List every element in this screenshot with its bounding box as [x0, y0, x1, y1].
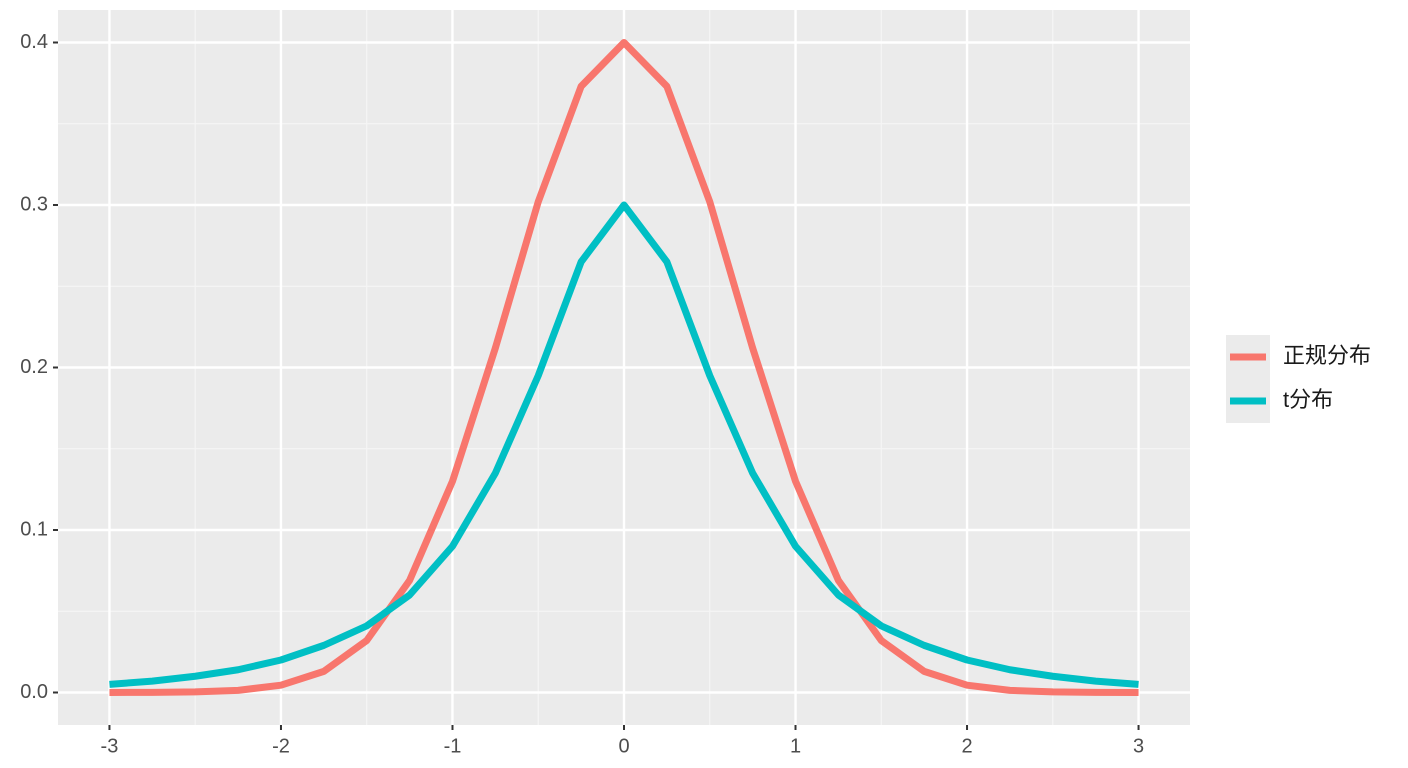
legend-background	[1226, 335, 1270, 423]
y-tick-label: 0.1	[20, 518, 48, 540]
x-tick-label: 0	[618, 735, 629, 757]
legend-label: 正规分布	[1283, 343, 1371, 368]
y-tick-label: 0.2	[20, 356, 48, 378]
series-line	[109, 201, 1139, 688]
x-tick-label: -1	[444, 735, 462, 757]
series-line	[109, 39, 1139, 696]
legend-label: t分布	[1283, 387, 1333, 412]
x-tick-label: -3	[101, 735, 119, 757]
legend: 正规分布 t分布	[1226, 335, 1371, 423]
y-tick-label: 0.0	[20, 681, 48, 703]
x-tick-label: 2	[961, 735, 972, 757]
x-tick-label: 1	[790, 735, 801, 757]
y-tick-label: 0.4	[20, 31, 48, 53]
x-tick-label: -2	[272, 735, 290, 757]
y-tick-label: 0.3	[20, 193, 48, 215]
x-tick-label: 3	[1133, 735, 1144, 757]
